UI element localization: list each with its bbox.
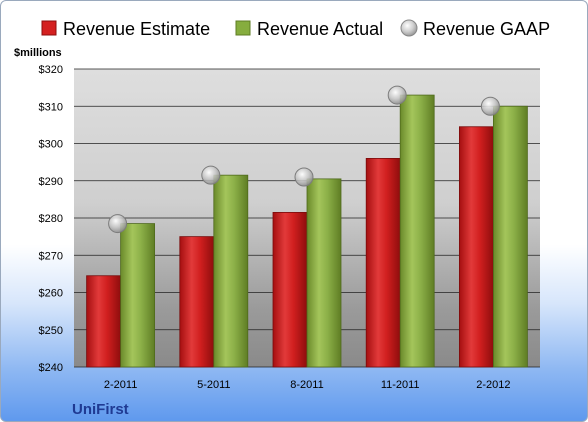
bar-revenue-estimate (365, 157, 401, 368)
bars-group (86, 94, 528, 368)
x-axis-ticks: 2-2011 5-2011 8-2011 11-2011 2-2012 (104, 379, 511, 391)
y-tick-label: $240 (39, 362, 63, 374)
marker-revenue-gaap (387, 85, 407, 105)
x-tick-label: 2-2011 (104, 379, 137, 391)
y-axis-ticks: $240 $250 $260 $270 $280 $290 $300 $310 $320 (39, 64, 63, 374)
unit-label: $millions (14, 47, 62, 59)
company-name: UniFirst (72, 401, 129, 418)
bar-revenue-estimate (179, 236, 215, 368)
legend-label-estimate: Revenue Estimate (63, 19, 210, 39)
x-tick-label: 2-2012 (476, 379, 510, 391)
legend-label-gaap: Revenue GAAP (423, 19, 550, 39)
bar-revenue-actual (213, 174, 249, 368)
x-tick-label: 11-2011 (381, 379, 420, 391)
marker-revenue-gaap (480, 96, 500, 116)
x-tick-label: 8-2011 (290, 379, 323, 391)
y-tick-label: $300 (39, 139, 63, 151)
marker-revenue-gaap (294, 167, 314, 187)
bar-revenue-estimate (458, 126, 494, 368)
marker-revenue-gaap (108, 214, 128, 234)
legend-swatch-actual (235, 20, 251, 36)
gaap-markers-group (108, 85, 500, 234)
y-tick-label: $320 (39, 64, 63, 76)
legend-swatch-gaap (400, 19, 418, 37)
y-tick-label: $310 (39, 101, 63, 113)
y-tick-label: $280 (39, 213, 63, 225)
marker-revenue-gaap (201, 165, 221, 185)
y-tick-label: $290 (39, 176, 63, 188)
x-tick-label: 5-2011 (197, 379, 230, 391)
bar-revenue-estimate (272, 212, 308, 368)
bar-revenue-estimate (86, 275, 121, 368)
legend-label-actual: Revenue Actual (257, 19, 383, 39)
y-tick-label: $260 (39, 288, 63, 300)
bar-revenue-actual (399, 94, 435, 368)
y-tick-label: $250 (39, 325, 63, 337)
y-tick-label: $270 (39, 250, 63, 262)
bar-revenue-actual (492, 105, 528, 368)
bar-revenue-actual (120, 223, 155, 368)
legend: Revenue Estimate Revenue Actual Revenue … (41, 19, 550, 39)
bar-revenue-actual (306, 178, 342, 368)
legend-swatch-estimate (41, 20, 57, 36)
